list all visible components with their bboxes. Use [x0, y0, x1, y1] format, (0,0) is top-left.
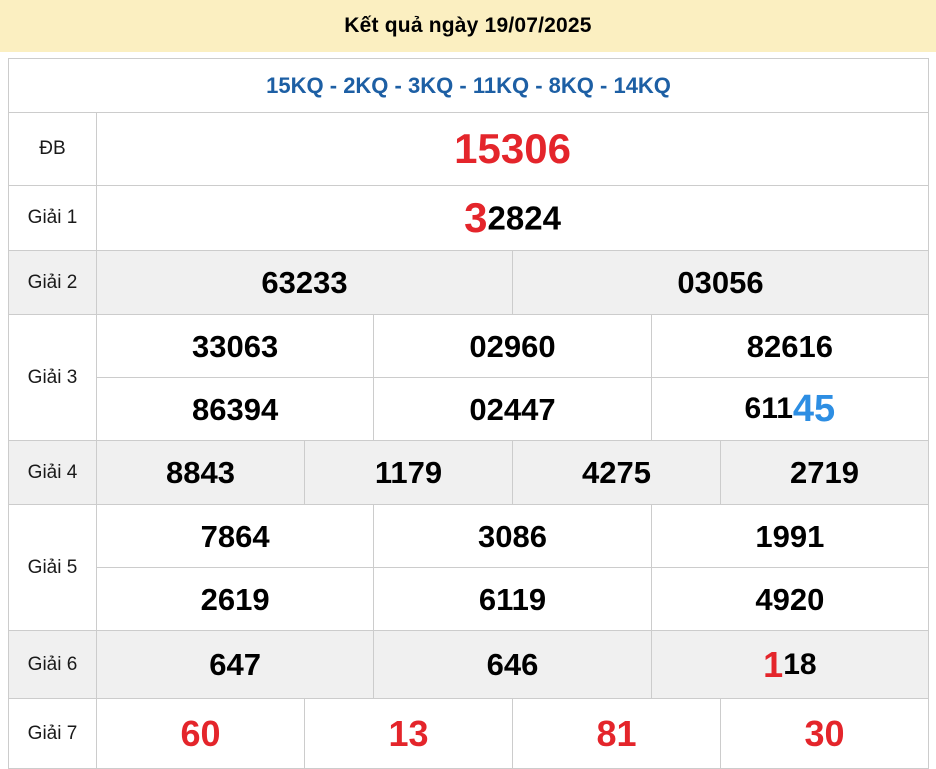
kq-separator: -: [388, 72, 408, 98]
prize-number: 6119: [478, 581, 547, 617]
prize-3-cell: 86394: [95, 377, 375, 441]
kq-separator: -: [453, 72, 473, 98]
row-prize-3-line2: 86394 02447 61145: [9, 377, 930, 441]
kq-separator: -: [323, 72, 344, 98]
prize-7-highlighted-number: 13: [388, 712, 429, 754]
kq-link-15kq[interactable]: 15KQ: [266, 72, 324, 98]
kq-separator: -: [529, 72, 549, 98]
prize-4-cell: 2719: [719, 440, 930, 505]
prize-label-g3: Giải 3: [8, 314, 97, 441]
prize-7-cell: 13: [303, 698, 513, 769]
row-prize-3-line1: Giải 3 33063 02960 82616: [8, 314, 930, 441]
prize-3-cell: 33063: [95, 314, 375, 378]
prize-label-g1: Giải 1: [8, 185, 97, 251]
prize-3-highlighted-digits[interactable]: 45: [792, 388, 836, 430]
prize-2-cell: 03056: [511, 250, 930, 315]
row-prize-1: Giải 1 32824: [8, 185, 930, 251]
kq-link-3kq[interactable]: 3KQ: [408, 72, 454, 98]
prize-3-cell: 82616: [650, 314, 930, 378]
special-prize-number: 15306: [454, 125, 571, 172]
prize-label-g6: Giải 6: [8, 630, 97, 699]
prize-number: 4275: [581, 455, 651, 490]
prize-number: 7864: [200, 518, 270, 554]
kq-link-2kq[interactable]: 2KQ: [343, 72, 389, 98]
prize-5-cell: 6119: [373, 567, 652, 631]
prize-7-highlighted-number: 30: [804, 712, 845, 754]
prize-5-cell: 2619: [95, 567, 375, 631]
prize-7-cell: 60: [96, 698, 305, 769]
kq-link-11kq[interactable]: 11KQ: [472, 72, 530, 98]
results-header: Kết quả ngày 19/07/2025: [0, 0, 936, 52]
prize-1-cell: 32824: [95, 185, 930, 251]
prize-number: 647: [209, 647, 262, 682]
row-special-prize: ĐB 15306: [8, 112, 930, 186]
kq-links-bar: 15KQ - 2KQ - 3KQ - 11KQ - 8KQ - 14KQ: [7, 58, 930, 113]
prize-5-cell: 3086: [373, 504, 652, 568]
prize-number: 1179: [374, 455, 443, 490]
prize-number: 63233: [261, 265, 348, 300]
prize-5-cell: 1991: [650, 504, 930, 568]
prize-4-cell: 4275: [511, 440, 721, 505]
prize-number: 02960: [469, 328, 556, 364]
prize-number: 1991: [755, 518, 825, 554]
kq-link-14kq[interactable]: 14KQ: [613, 72, 671, 98]
prize-4-cell: 1179: [303, 440, 513, 505]
prize-number: 8843: [166, 455, 235, 490]
kq-link-8kq[interactable]: 8KQ: [548, 72, 594, 98]
prize-label-g4: Giải 4: [8, 440, 97, 505]
prize-7-highlighted-number: 81: [596, 712, 637, 754]
prize-6-cell: 646: [373, 630, 652, 699]
prize-3-cell: 02447: [373, 377, 652, 441]
row-prize-2: Giải 2 63233 03056: [8, 250, 930, 315]
prize-number: 4920: [755, 581, 825, 617]
prize-number: 611: [744, 392, 793, 425]
prize-number: 2619: [200, 581, 270, 617]
prize-7-highlighted-number: 60: [180, 712, 221, 754]
prize-6-highlighted-digit: 1: [763, 643, 784, 685]
prize-label-g7: Giải 7: [8, 698, 97, 769]
prize-6-cell: 118: [650, 630, 930, 699]
row-prize-5-line2: 2619 6119 4920: [9, 567, 930, 631]
prize-number: 646: [486, 647, 539, 682]
prize-number: 18: [783, 647, 817, 681]
row-prize-6: Giải 6 647 646 118: [8, 630, 930, 699]
kq-separator: -: [593, 72, 614, 98]
prize-4-cell: 8843: [96, 440, 305, 505]
prize-number: 3086: [477, 518, 547, 554]
prize-7-cell: 30: [719, 698, 930, 769]
row-prize-5-line1: Giải 5 7864 3086 1991: [8, 504, 930, 631]
row-prize-4: Giải 4 8843 1179 4275 2719: [8, 440, 930, 505]
prize-1-highlighted-digit: 3: [464, 194, 488, 241]
prize-7-cell: 81: [511, 698, 721, 769]
prize-number: 33063: [192, 328, 279, 364]
prize-number: 03056: [677, 265, 764, 300]
prize-label-db: ĐB: [8, 112, 97, 186]
prize-label-g5: Giải 5: [8, 504, 97, 631]
prize-5-cell: 4920: [650, 567, 930, 631]
prize-1-number: 2824: [487, 199, 561, 237]
prize-5-cell: 7864: [95, 504, 375, 568]
results-table: 15KQ - 2KQ - 3KQ - 11KQ - 8KQ - 14KQ ĐB …: [7, 58, 930, 769]
row-prize-7: Giải 7 60 13 81 30: [8, 698, 930, 769]
prize-label-g2: Giải 2: [8, 250, 97, 315]
prize-number: 2719: [790, 455, 859, 490]
kq-links-row: 15KQ - 2KQ - 3KQ - 11KQ - 8KQ - 14KQ: [7, 58, 930, 113]
prize-number: 82616: [746, 328, 833, 364]
page-title: Kết quả ngày 19/07/2025: [344, 14, 592, 37]
prize-3-cell: 02960: [373, 314, 652, 378]
prize-6-cell: 647: [95, 630, 375, 699]
prize-2-cell: 63233: [96, 250, 513, 315]
prize-3-cell: 61145: [650, 377, 930, 441]
prize-number: 02447: [469, 391, 556, 427]
prize-number: 86394: [192, 391, 279, 427]
special-prize-cell: 15306: [95, 112, 930, 186]
